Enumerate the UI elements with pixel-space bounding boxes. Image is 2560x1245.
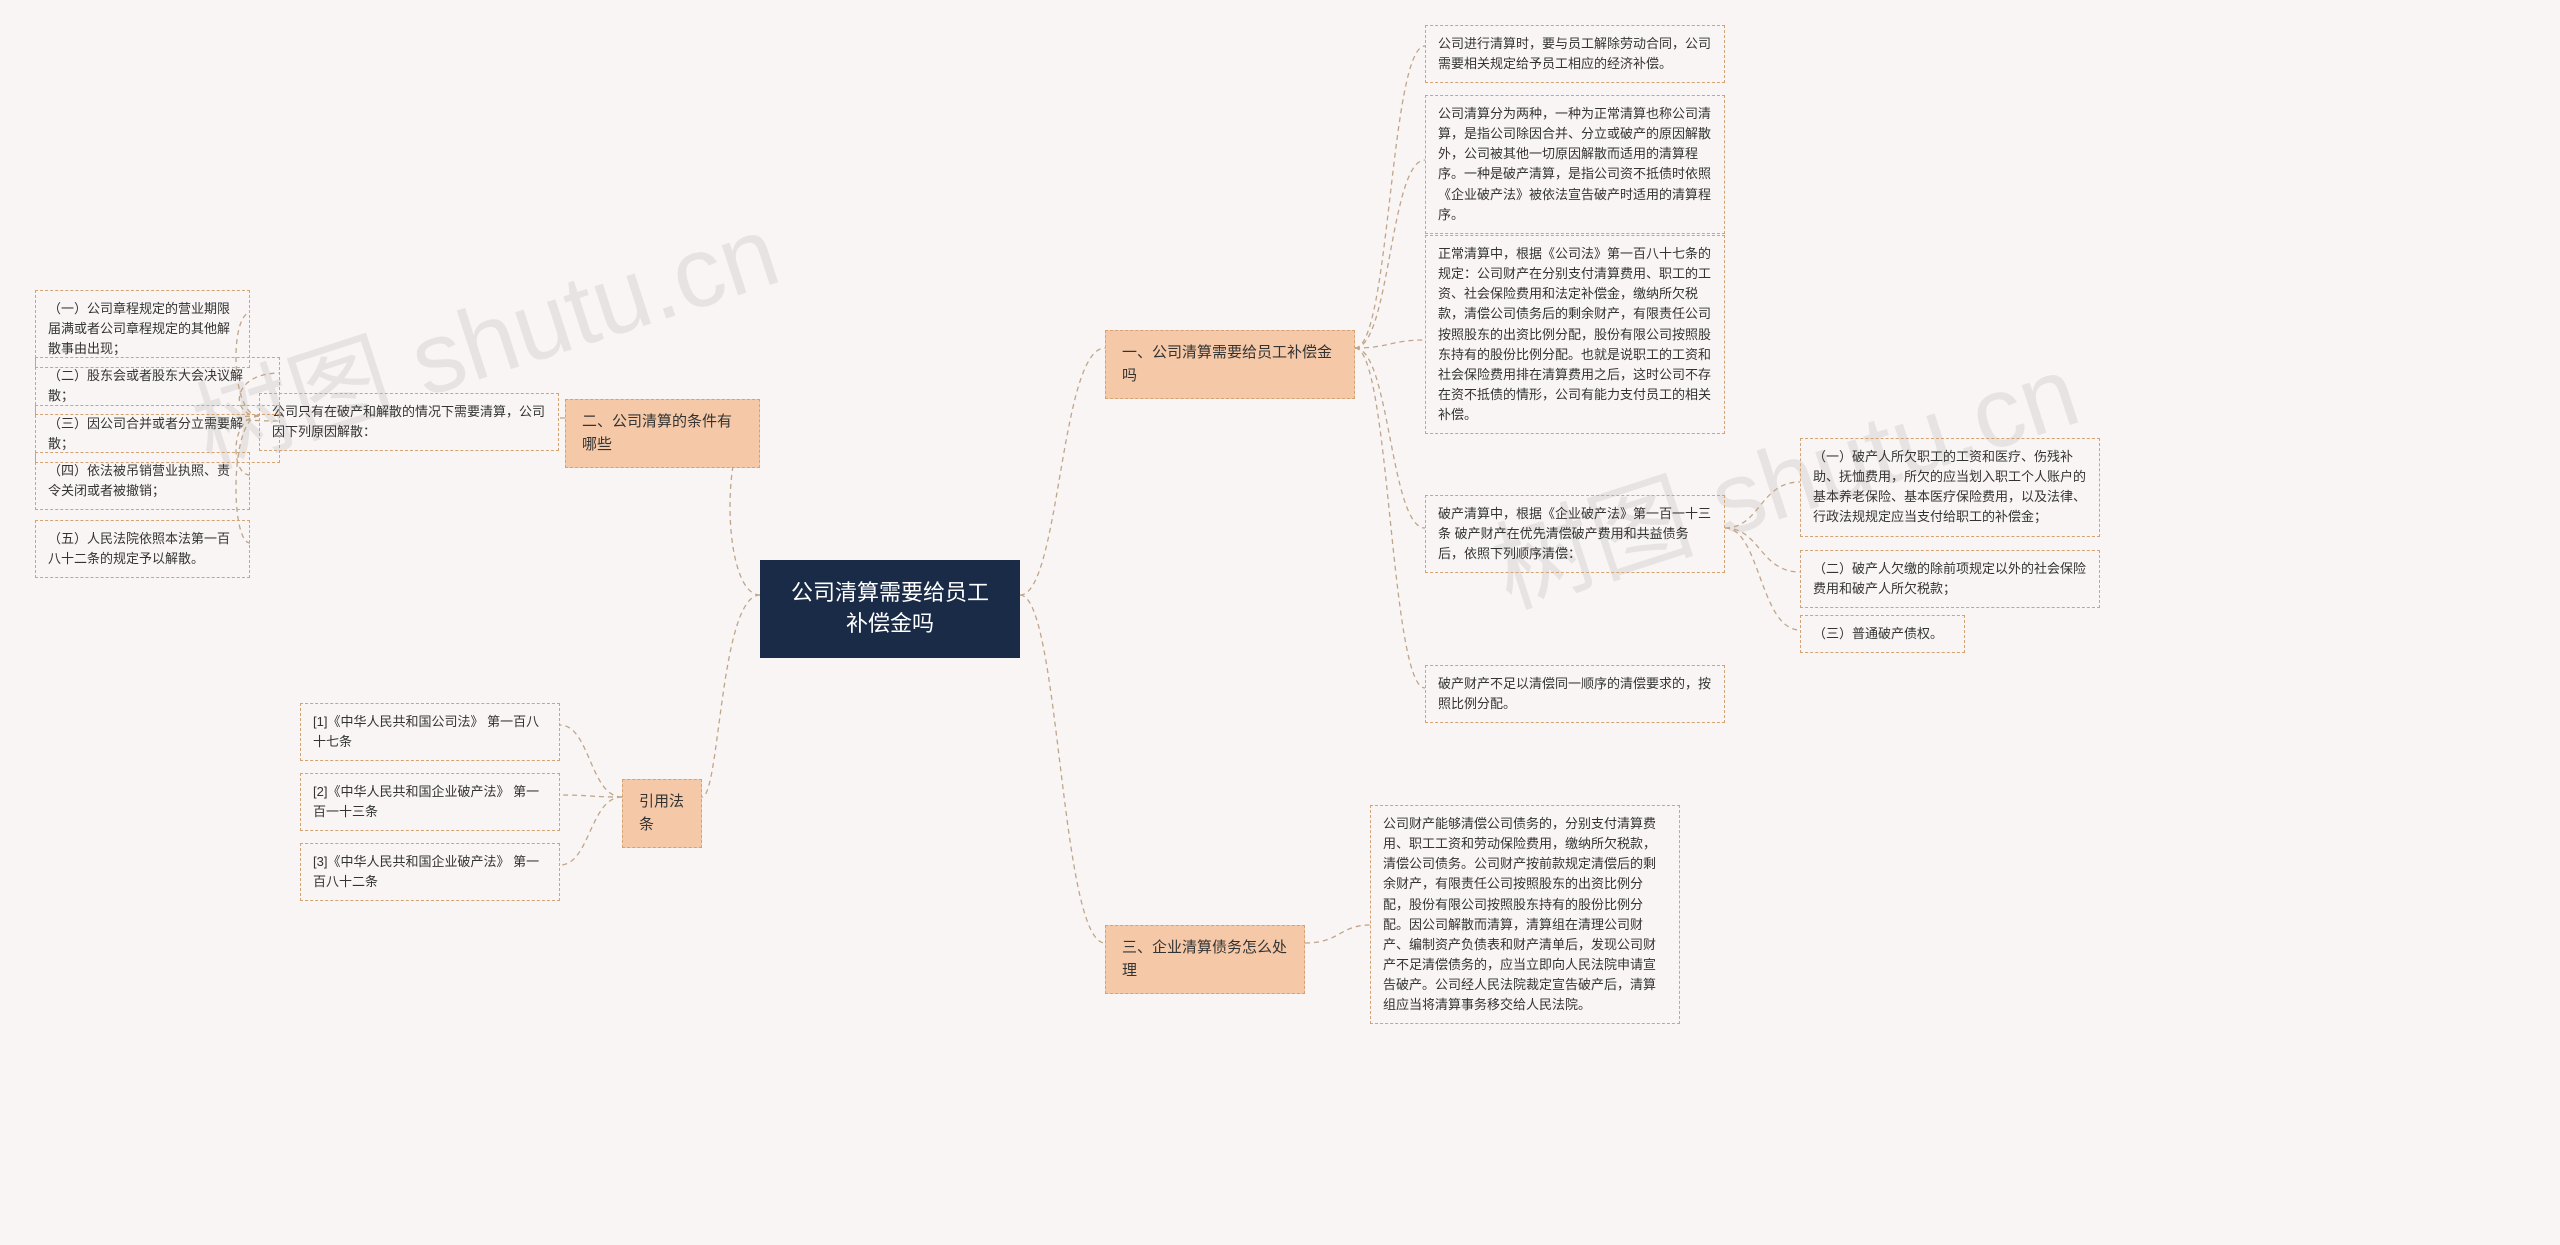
connector-layer — [0, 0, 2560, 1245]
node-b2-c0: 公司只有在破产和解散的情况下需要清算，公司因下列原因解散： — [259, 393, 559, 451]
node-b2-c5: （五）人民法院依照本法第一百八十二条的规定予以解散。 — [35, 520, 250, 578]
node-b3-c1: 公司财产能够清偿公司债务的，分别支付清算费用、职工工资和劳动保险费用，缴纳所欠税… — [1370, 805, 1680, 1024]
branch-1: 一、公司清算需要给员工补偿金吗 — [1105, 330, 1355, 399]
node-b4-c1: [1]《中华人民共和国公司法》 第一百八十七条 — [300, 703, 560, 761]
node-b4-c2: [2]《中华人民共和国企业破产法》 第一百一十三条 — [300, 773, 560, 831]
branch-2: 二、公司清算的条件有哪些 — [565, 399, 760, 468]
node-b1-c5: 破产财产不足以清偿同一顺序的清偿要求的，按照比例分配。 — [1425, 665, 1725, 723]
node-b1-c4-2: （二）破产人欠缴的除前项规定以外的社会保险费用和破产人所欠税款； — [1800, 550, 2100, 608]
node-b4-c3: [3]《中华人民共和国企业破产法》 第一百八十二条 — [300, 843, 560, 901]
branch-3: 三、企业清算债务怎么处理 — [1105, 925, 1305, 994]
node-b1-c4-1: （一）破产人所欠职工的工资和医疗、伤残补助、抚恤费用，所欠的应当划入职工个人账户… — [1800, 438, 2100, 537]
node-b1-c4: 破产清算中，根据《企业破产法》第一百一十三条 破产财产在优先清偿破产费用和共益债… — [1425, 495, 1725, 573]
node-b2-c4: （四）依法被吊销营业执照、责令关闭或者被撤销； — [35, 452, 250, 510]
center-node: 公司清算需要给员工补偿金吗 — [760, 560, 1020, 658]
node-b1-c2: 公司清算分为两种，一种为正常清算也称公司清算，是指公司除因合并、分立或破产的原因… — [1425, 95, 1725, 234]
node-b1-c4-3: （三）普通破产债权。 — [1800, 615, 1965, 653]
branch-4: 引用法条 — [622, 779, 702, 848]
node-b1-c3: 正常清算中，根据《公司法》第一百八十七条的规定：公司财产在分别支付清算费用、职工… — [1425, 235, 1725, 434]
node-b1-c1: 公司进行清算时，要与员工解除劳动合同，公司需要相关规定给予员工相应的经济补偿。 — [1425, 25, 1725, 83]
